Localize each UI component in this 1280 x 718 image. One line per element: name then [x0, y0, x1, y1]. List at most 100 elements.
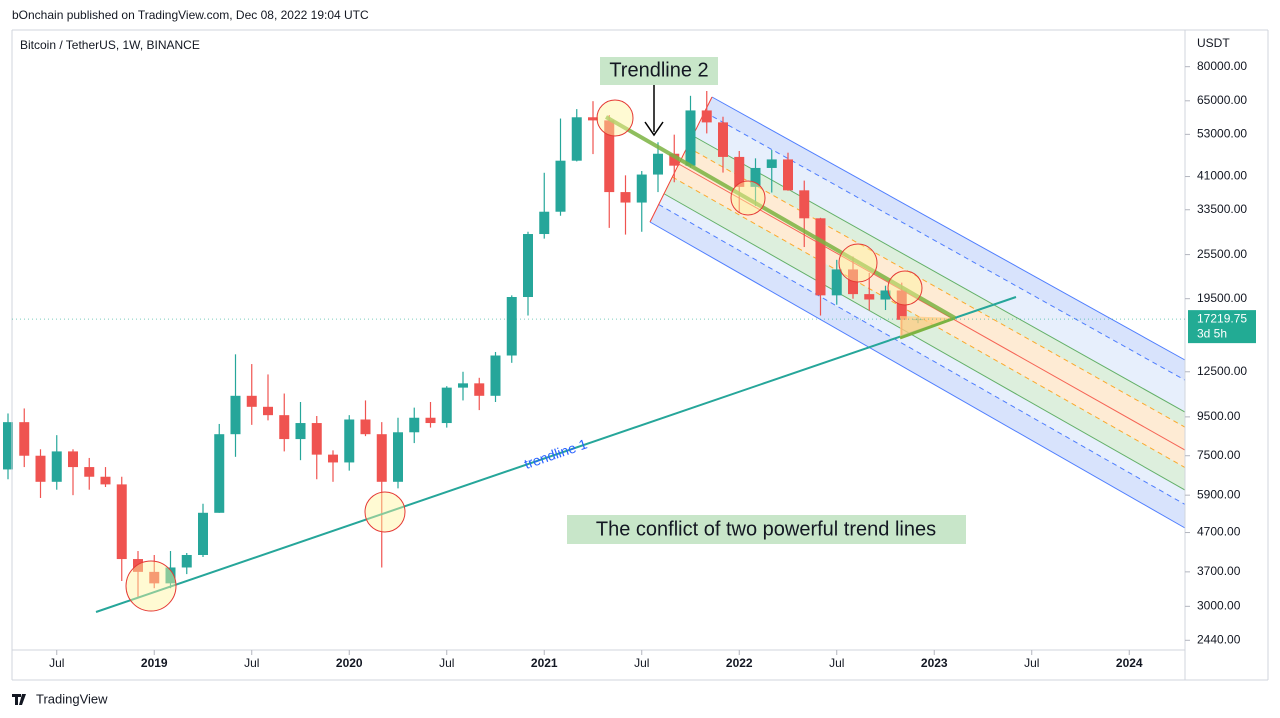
- candle-body: [198, 512, 208, 555]
- channel-band: [650, 204, 1185, 528]
- y-tick-label: 80000.00: [1197, 59, 1247, 73]
- x-tick-label: 2024: [1116, 656, 1143, 670]
- channel-band: [658, 193, 1185, 505]
- published: bOnchain published on TradingView.com, D…: [12, 8, 369, 22]
- y-tick-label: 41000.00: [1197, 169, 1247, 183]
- candle-body: [604, 120, 615, 193]
- channel-line: [704, 111, 1186, 381]
- highlight-circles: [125, 99, 923, 612]
- candle-body: [799, 190, 810, 219]
- currency: USDT: [1197, 36, 1230, 50]
- candle-body: [458, 383, 468, 388]
- candle-body: [295, 423, 306, 440]
- circle: [887, 270, 923, 306]
- circle: [364, 491, 406, 533]
- x-tick-label: 2022: [726, 656, 753, 670]
- y-tick-label: 5900.00: [1197, 487, 1241, 501]
- candle-body: [555, 160, 566, 212]
- candle-body: [246, 395, 257, 407]
- x-tick-label: Jul: [829, 656, 844, 670]
- x-tick-label: 2021: [531, 656, 558, 670]
- candle-body: [230, 395, 241, 435]
- candle-body: [588, 117, 598, 121]
- note-box: [567, 515, 966, 544]
- candle-body: [68, 451, 78, 468]
- candle-body: [669, 153, 680, 166]
- circle: [596, 99, 634, 137]
- candle-body: [620, 192, 631, 203]
- x-tick-label: Jul: [1024, 656, 1039, 670]
- x-tick-label: Jul: [244, 656, 259, 670]
- candle-body: [815, 218, 826, 296]
- candle-body: [864, 294, 875, 300]
- y-tick-label: 19500.00: [1197, 291, 1247, 305]
- channel-line: [692, 135, 1186, 413]
- logo-icon: [12, 694, 26, 705]
- countdown: 3d 5h: [1197, 326, 1227, 340]
- candle-body: [441, 387, 452, 424]
- channel-band: [664, 177, 1185, 491]
- candle-body: [19, 422, 30, 456]
- channel-band: [672, 164, 1185, 468]
- candle-body: [3, 422, 13, 470]
- note: The conflict of two powerful trend lines: [596, 518, 936, 540]
- x-tick-label: Jul: [634, 656, 649, 670]
- y-tick-label: 33500.00: [1197, 202, 1247, 216]
- candle-body: [376, 434, 387, 482]
- candle-body: [490, 355, 501, 396]
- channel-line: [649, 221, 1186, 529]
- y-tick-label: 4700.00: [1197, 525, 1241, 539]
- trendline-1-label: trendline 1: [522, 435, 589, 471]
- circle: [125, 560, 177, 612]
- x-tick-label: 2019: [141, 656, 168, 670]
- candle-body: [636, 174, 647, 203]
- y-tick-label: 7500.00: [1197, 448, 1241, 462]
- y-tick-label: 2440.00: [1197, 632, 1241, 646]
- drawings: Trendline 2 trendline 1 The conflict of …: [95, 57, 1017, 613]
- candle-body: [880, 290, 891, 300]
- y-tick-label: 12500.00: [1197, 364, 1247, 378]
- y-tick-label: 3000.00: [1197, 599, 1241, 613]
- axes: 80000.00 65000.00 53000.00 41000.00 33500.00…: [12, 59, 1256, 670]
- candle-body: [133, 559, 143, 572]
- circle: [730, 180, 766, 216]
- logo[interactable]: TradingView: [36, 691, 108, 706]
- candle-body: [523, 234, 533, 298]
- pitchfork-channel: [649, 96, 1186, 529]
- trendline-1: [95, 296, 1017, 613]
- symbol: Bitcoin / TetherUS, 1W, BINANCE: [20, 38, 200, 52]
- candles: [3, 90, 923, 599]
- y-tick-label: 3700.00: [1197, 564, 1241, 578]
- channel-line: [678, 163, 1186, 451]
- candle-body: [100, 476, 111, 485]
- y-tick-label: 25500.00: [1197, 247, 1247, 261]
- candle-body: [783, 159, 793, 191]
- candle-body: [360, 419, 371, 435]
- candle-body: [328, 454, 338, 463]
- channel-band: [692, 112, 1185, 413]
- candle-body: [181, 554, 192, 568]
- candle-body: [653, 153, 663, 175]
- candle-body: [539, 211, 550, 235]
- candle-body: [750, 167, 761, 187]
- candle-body: [35, 455, 46, 482]
- candle-body: [831, 269, 842, 296]
- arrow: [644, 82, 664, 137]
- candle-body: [734, 156, 745, 187]
- y-tick-label: 53000.00: [1197, 127, 1247, 141]
- x-tick-label: Jul: [439, 656, 454, 670]
- last-price: 17219.75: [1197, 311, 1247, 325]
- candle-body: [165, 567, 176, 584]
- channel-band: [704, 97, 1185, 381]
- candle-body: [571, 117, 582, 161]
- channel-line: [711, 96, 1186, 361]
- channel-line: [663, 193, 1186, 491]
- candle-body: [506, 297, 517, 356]
- candle-body: [84, 467, 95, 477]
- candle-body: [701, 110, 712, 123]
- circle: [838, 243, 878, 283]
- candle-body: [51, 451, 62, 482]
- candle-body: [263, 406, 273, 416]
- x-tick-label: Jul: [49, 656, 64, 670]
